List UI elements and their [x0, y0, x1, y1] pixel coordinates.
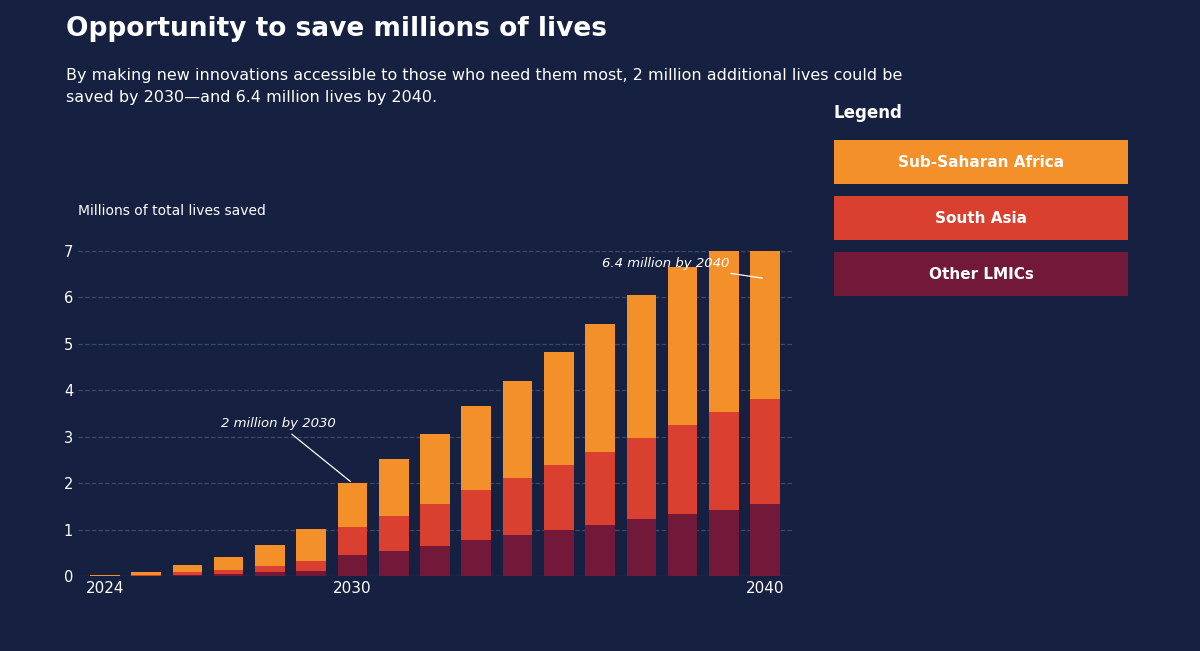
Bar: [379, 516, 408, 551]
Bar: [626, 519, 656, 576]
Bar: [379, 459, 408, 516]
Bar: [667, 425, 697, 514]
Bar: [544, 352, 574, 465]
Bar: [214, 570, 244, 574]
Text: Sub-Saharan Africa: Sub-Saharan Africa: [898, 154, 1064, 170]
Text: South Asia: South Asia: [935, 210, 1027, 226]
Bar: [256, 572, 284, 576]
Bar: [626, 438, 656, 519]
Bar: [420, 504, 450, 546]
Bar: [214, 557, 244, 570]
Text: Other LMICs: Other LMICs: [929, 266, 1033, 282]
Bar: [750, 400, 780, 504]
Bar: [709, 412, 739, 510]
Bar: [586, 452, 614, 525]
Bar: [173, 575, 203, 576]
Bar: [462, 490, 491, 540]
Bar: [750, 504, 780, 576]
Bar: [503, 381, 533, 478]
Bar: [462, 540, 491, 576]
Text: Millions of total lives saved: Millions of total lives saved: [78, 204, 266, 218]
Bar: [337, 483, 367, 527]
Bar: [586, 525, 614, 576]
Bar: [173, 572, 203, 575]
Bar: [667, 267, 697, 425]
Bar: [709, 239, 739, 412]
Text: Opportunity to save millions of lives: Opportunity to save millions of lives: [66, 16, 607, 42]
Bar: [296, 571, 326, 576]
Text: By making new innovations accessible to those who need them most, 2 million addi: By making new innovations accessible to …: [66, 68, 902, 105]
Bar: [420, 546, 450, 576]
Bar: [337, 555, 367, 576]
Bar: [667, 514, 697, 576]
Bar: [214, 574, 244, 576]
Bar: [709, 510, 739, 576]
Bar: [256, 545, 284, 566]
Bar: [544, 465, 574, 530]
Bar: [462, 406, 491, 490]
Bar: [173, 566, 203, 572]
Bar: [626, 295, 656, 438]
Bar: [296, 561, 326, 571]
Text: 2 million by 2030: 2 million by 2030: [221, 417, 350, 481]
Bar: [544, 530, 574, 576]
Bar: [296, 529, 326, 561]
Text: 6.4 million by 2040: 6.4 million by 2040: [602, 257, 762, 278]
Bar: [750, 214, 780, 400]
Bar: [379, 551, 408, 576]
Bar: [586, 324, 614, 452]
Bar: [337, 527, 367, 555]
Text: Legend: Legend: [834, 104, 902, 122]
Bar: [503, 535, 533, 576]
Bar: [503, 478, 533, 535]
Bar: [131, 572, 161, 575]
Bar: [420, 434, 450, 504]
Bar: [256, 566, 284, 572]
